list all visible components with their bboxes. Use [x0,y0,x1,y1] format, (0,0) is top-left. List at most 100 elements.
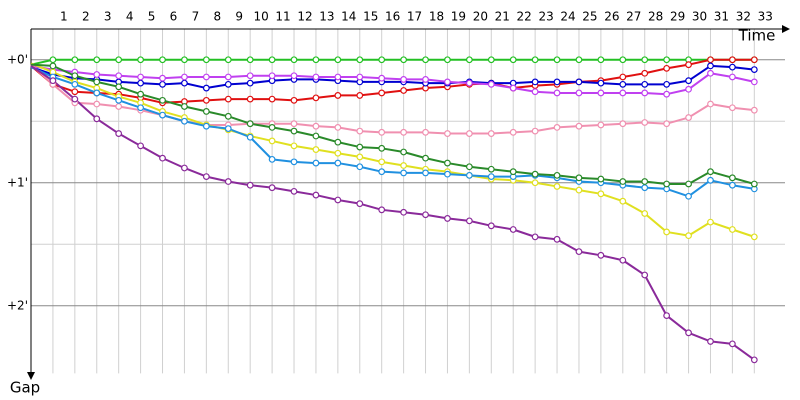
data-point [268,95,276,103]
data-point [465,79,473,87]
data-point [641,89,649,97]
data-point [444,215,451,222]
data-point [487,56,495,64]
data-point [334,138,342,146]
data-point [290,142,298,150]
data-point [378,74,386,82]
x-tick-label: 26 [604,10,619,24]
data-point [444,170,451,178]
data-point [49,77,57,85]
data-point [728,181,736,189]
x-tick-label: 21 [495,10,510,24]
data-point [137,104,144,112]
data-point [597,79,605,87]
data-point [115,96,123,104]
series-line [30,66,755,198]
data-point [202,73,210,81]
data-point [71,56,79,64]
data-point [268,137,276,145]
data-point [246,181,254,189]
data-point [115,103,123,110]
data-point [553,171,561,179]
data-point [181,79,188,87]
data-point [93,89,101,97]
data-point [619,80,627,88]
data-point [750,233,758,241]
x-tick-label: 23 [538,10,553,24]
data-point [159,96,166,104]
data-point [663,90,671,98]
data-point [224,56,232,64]
data-point [575,56,583,64]
data-point [137,73,144,81]
data-point [224,112,232,120]
data-point [181,164,188,172]
data-point [487,222,495,230]
data-point [202,96,210,104]
data-point [685,329,692,337]
data-point [509,84,517,92]
data-point [685,61,692,69]
x-tick-label: 6 [170,10,178,24]
x-tick-label: 24 [560,10,575,24]
data-point [400,128,408,136]
data-point [224,95,232,103]
x-tick-label: 28 [648,10,663,24]
data-point [444,159,451,167]
data-point [553,235,561,243]
data-point [312,56,320,64]
data-point [750,180,758,188]
data-point [290,56,298,64]
data-point [93,100,101,108]
data-point [619,73,627,81]
data-point [663,56,671,64]
data-point [707,62,714,70]
data-point [707,338,714,345]
data-point [290,120,298,128]
data-point [487,130,495,137]
data-point [487,165,495,173]
data-point [181,56,188,64]
data-point [356,153,364,161]
data-point [334,92,342,99]
x-tick-label: 29 [670,10,685,24]
data-point [728,174,736,182]
data-point [137,56,144,64]
data-point [597,190,605,198]
data-point [728,63,736,71]
data-point [531,88,539,96]
series-line [30,63,755,185]
data-point [224,125,232,133]
data-point [378,206,386,214]
x-tick-label: 30 [692,10,707,24]
data-point [663,228,671,236]
series-line [30,64,755,90]
data-point [378,168,386,176]
data-point [728,73,736,81]
data-point [378,128,386,136]
data-point [663,64,671,72]
x-tick-label: 19 [451,10,466,24]
data-point [750,356,758,364]
x-tick-label: 27 [626,10,641,24]
data-point [268,155,276,163]
data-point [575,122,583,130]
data-point [290,187,298,195]
x-tick-label: 1 [60,10,68,24]
data-point [268,72,276,80]
data-point [49,56,57,64]
data-point [356,92,364,99]
data-point [400,76,408,83]
data-point [224,73,232,81]
data-point [378,144,386,152]
data-point [93,115,101,123]
grid [30,29,785,374]
data-point [619,56,627,64]
data-point [444,130,451,137]
x-tick-label: 5 [148,10,156,24]
data-point [728,104,736,112]
data-point [465,56,473,64]
data-point [531,78,539,86]
data-point [246,56,254,64]
data-point [334,159,342,167]
